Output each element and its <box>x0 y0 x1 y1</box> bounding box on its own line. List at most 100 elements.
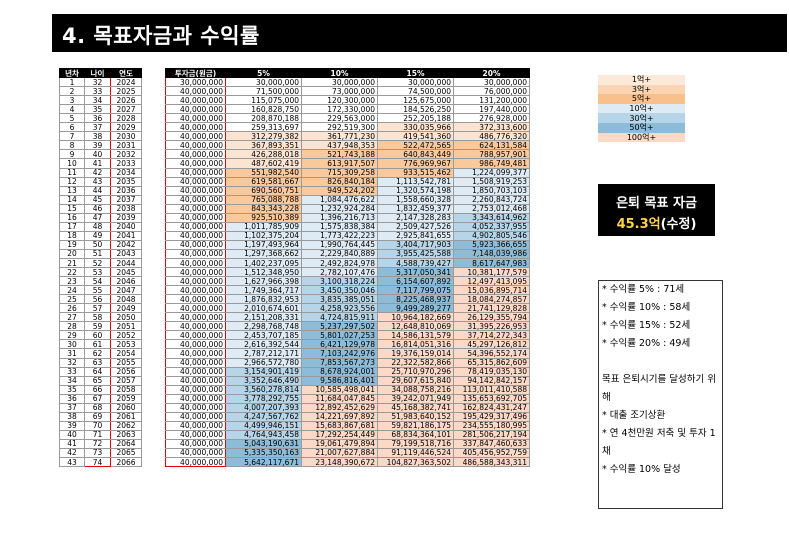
invest-cell: 40,000,000 <box>165 438 226 449</box>
value-15-cell: 252,205,188 <box>377 113 454 124</box>
value-10-cell: 4,724,815,911 <box>301 312 378 323</box>
age-cell: 54 <box>84 276 111 287</box>
gap-cell <box>141 276 166 286</box>
value-10-cell: 2,782,107,476 <box>301 267 378 278</box>
year-cell: 2039 <box>110 212 142 223</box>
table-row: 23 54 2046 40,000,000 1,627,966,398 3,100,318… <box>59 276 530 287</box>
age-cell: 69 <box>84 411 111 422</box>
value-10-cell: 613,917,507 <box>301 158 378 169</box>
value-5-cell: 1,297,368,662 <box>225 248 302 259</box>
year-cell: 2040 <box>110 221 142 232</box>
age-cell: 67 <box>84 393 111 404</box>
gap-cell <box>141 158 166 169</box>
gap-cell <box>141 312 166 322</box>
value-20-cell: 31,395,226,953 <box>453 321 530 332</box>
table-header: 년차 나이 연도 투자금(원금) 5% 10% 15% 20% <box>59 67 530 79</box>
year-n-cell: 34 <box>59 375 85 386</box>
invest-cell: 40,000,000 <box>165 203 226 214</box>
value-20-cell: 21,741,129,828 <box>453 303 530 314</box>
age-cell: 56 <box>84 294 111 305</box>
goal-suffix: (수정) <box>660 217 697 232</box>
value-10-cell: 5,801,027,253 <box>301 330 378 341</box>
value-5-cell: 71,500,000 <box>225 86 302 97</box>
year-cell: 2027 <box>110 104 142 115</box>
value-5-cell: 367,893,351 <box>225 140 302 151</box>
gap-cell <box>141 204 166 214</box>
gap-cell <box>141 95 166 105</box>
value-10-cell: 9,586,816,401 <box>301 375 378 386</box>
table-row: 5 36 2028 40,000,000 208,870,188 229,563,000 2… <box>59 113 530 124</box>
gap-cell <box>141 177 166 187</box>
goal-value: 45.3억(수정) <box>598 213 715 232</box>
year-cell: 2037 <box>110 194 142 205</box>
year-n-cell: 8 <box>59 140 85 151</box>
year-n-cell: 24 <box>59 285 85 296</box>
note-line: * 수익률 15% : 52세 <box>602 320 691 331</box>
value-20-cell: 1,508,919,253 <box>453 176 530 187</box>
value-15-cell: 5,317,050,341 <box>377 267 454 278</box>
table-row: 37 68 2060 40,000,000 4,007,207,393 12,892,45… <box>59 402 530 413</box>
year-cell: 2033 <box>110 158 142 169</box>
value-5-cell: 426,288,018 <box>225 149 302 160</box>
legend-item: 30억+ <box>598 113 685 123</box>
value-15-cell: 59,821,186,175 <box>377 420 454 431</box>
note-line: * 수익률 10% : 58세 <box>602 302 691 313</box>
year-n-cell: 23 <box>59 276 85 287</box>
value-15-cell: 184,526,250 <box>377 104 454 115</box>
invest-cell: 40,000,000 <box>165 330 226 341</box>
invest-cell: 40,000,000 <box>165 348 226 359</box>
value-10-cell: 8,678,924,001 <box>301 366 378 377</box>
year-n-cell: 28 <box>59 321 85 332</box>
gap-cell <box>141 339 166 349</box>
value-5-cell: 551,982,540 <box>225 167 302 178</box>
gap-cell <box>141 213 166 223</box>
year-cell: 2030 <box>110 131 142 142</box>
table-row: 31 62 2054 40,000,000 2,787,212,171 7,103,242… <box>59 348 530 359</box>
year-cell: 2047 <box>110 285 142 296</box>
value-5-cell: 3,560,278,814 <box>225 384 302 395</box>
value-10-cell: 3,450,350,046 <box>301 285 378 296</box>
age-cell: 71 <box>84 429 111 440</box>
year-cell: 2048 <box>110 294 142 305</box>
value-15-cell: 640,843,449 <box>377 149 454 160</box>
retirement-goal-box: 은퇴 목표 자금 45.3억(수정) <box>598 184 715 236</box>
value-15-cell: 12,648,810,069 <box>377 321 454 332</box>
year-n-cell: 20 <box>59 248 85 259</box>
gap-cell <box>141 149 166 159</box>
value-20-cell: 12,497,413,095 <box>453 276 530 287</box>
value-15-cell: 104,827,363,502 <box>377 457 454 468</box>
year-cell: 2051 <box>110 321 142 332</box>
year-n-cell: 17 <box>59 221 85 232</box>
year-cell: 2050 <box>110 312 142 323</box>
invest-cell: 40,000,000 <box>165 194 226 205</box>
age-cell: 49 <box>84 230 111 241</box>
value-20-cell: 486,588,343,311 <box>453 457 530 468</box>
invest-cell: 40,000,000 <box>165 149 226 160</box>
table-row: 25 56 2048 40,000,000 1,876,832,953 3,835,385… <box>59 294 530 305</box>
gap-cell <box>141 421 166 431</box>
age-cell: 35 <box>84 104 111 115</box>
age-cell: 45 <box>84 194 111 205</box>
gap-cell <box>141 122 166 132</box>
age-cell: 73 <box>84 447 111 459</box>
value-15-cell: 125,675,000 <box>377 95 454 106</box>
year-n-cell: 43 <box>59 457 85 468</box>
value-20-cell: 18,084,274,857 <box>453 294 530 305</box>
year-n-cell: 29 <box>59 330 85 341</box>
invest-cell: 40,000,000 <box>165 86 226 97</box>
table-row: 27 58 2050 40,000,000 2,151,208,331 4,724,815… <box>59 312 530 323</box>
value-5-cell: 2,787,212,171 <box>225 348 302 359</box>
value-5-cell: 1,749,364,717 <box>225 285 302 296</box>
value-20-cell: 113,011,410,588 <box>453 384 530 395</box>
table-row: 4 35 2027 40,000,000 160,828,750 172,330,000 1… <box>59 104 530 115</box>
value-10-cell: 437,948,353 <box>301 140 378 151</box>
table-row: 8 39 2031 40,000,000 367,893,351 437,948,353 5… <box>59 140 530 151</box>
note-line: * 연 4천만원 저축 및 투자 1채 <box>602 428 716 457</box>
year-n-cell: 30 <box>59 339 85 350</box>
gap-cell <box>141 195 166 205</box>
value-20-cell: 1,850,703,103 <box>453 185 530 196</box>
year-cell: 2036 <box>110 185 142 196</box>
legend-item: 5억+ <box>598 94 685 104</box>
value-10-cell: 3,100,318,224 <box>301 276 378 287</box>
note-line: 목표 은퇴시기를 달성하기 위해 <box>602 374 716 403</box>
